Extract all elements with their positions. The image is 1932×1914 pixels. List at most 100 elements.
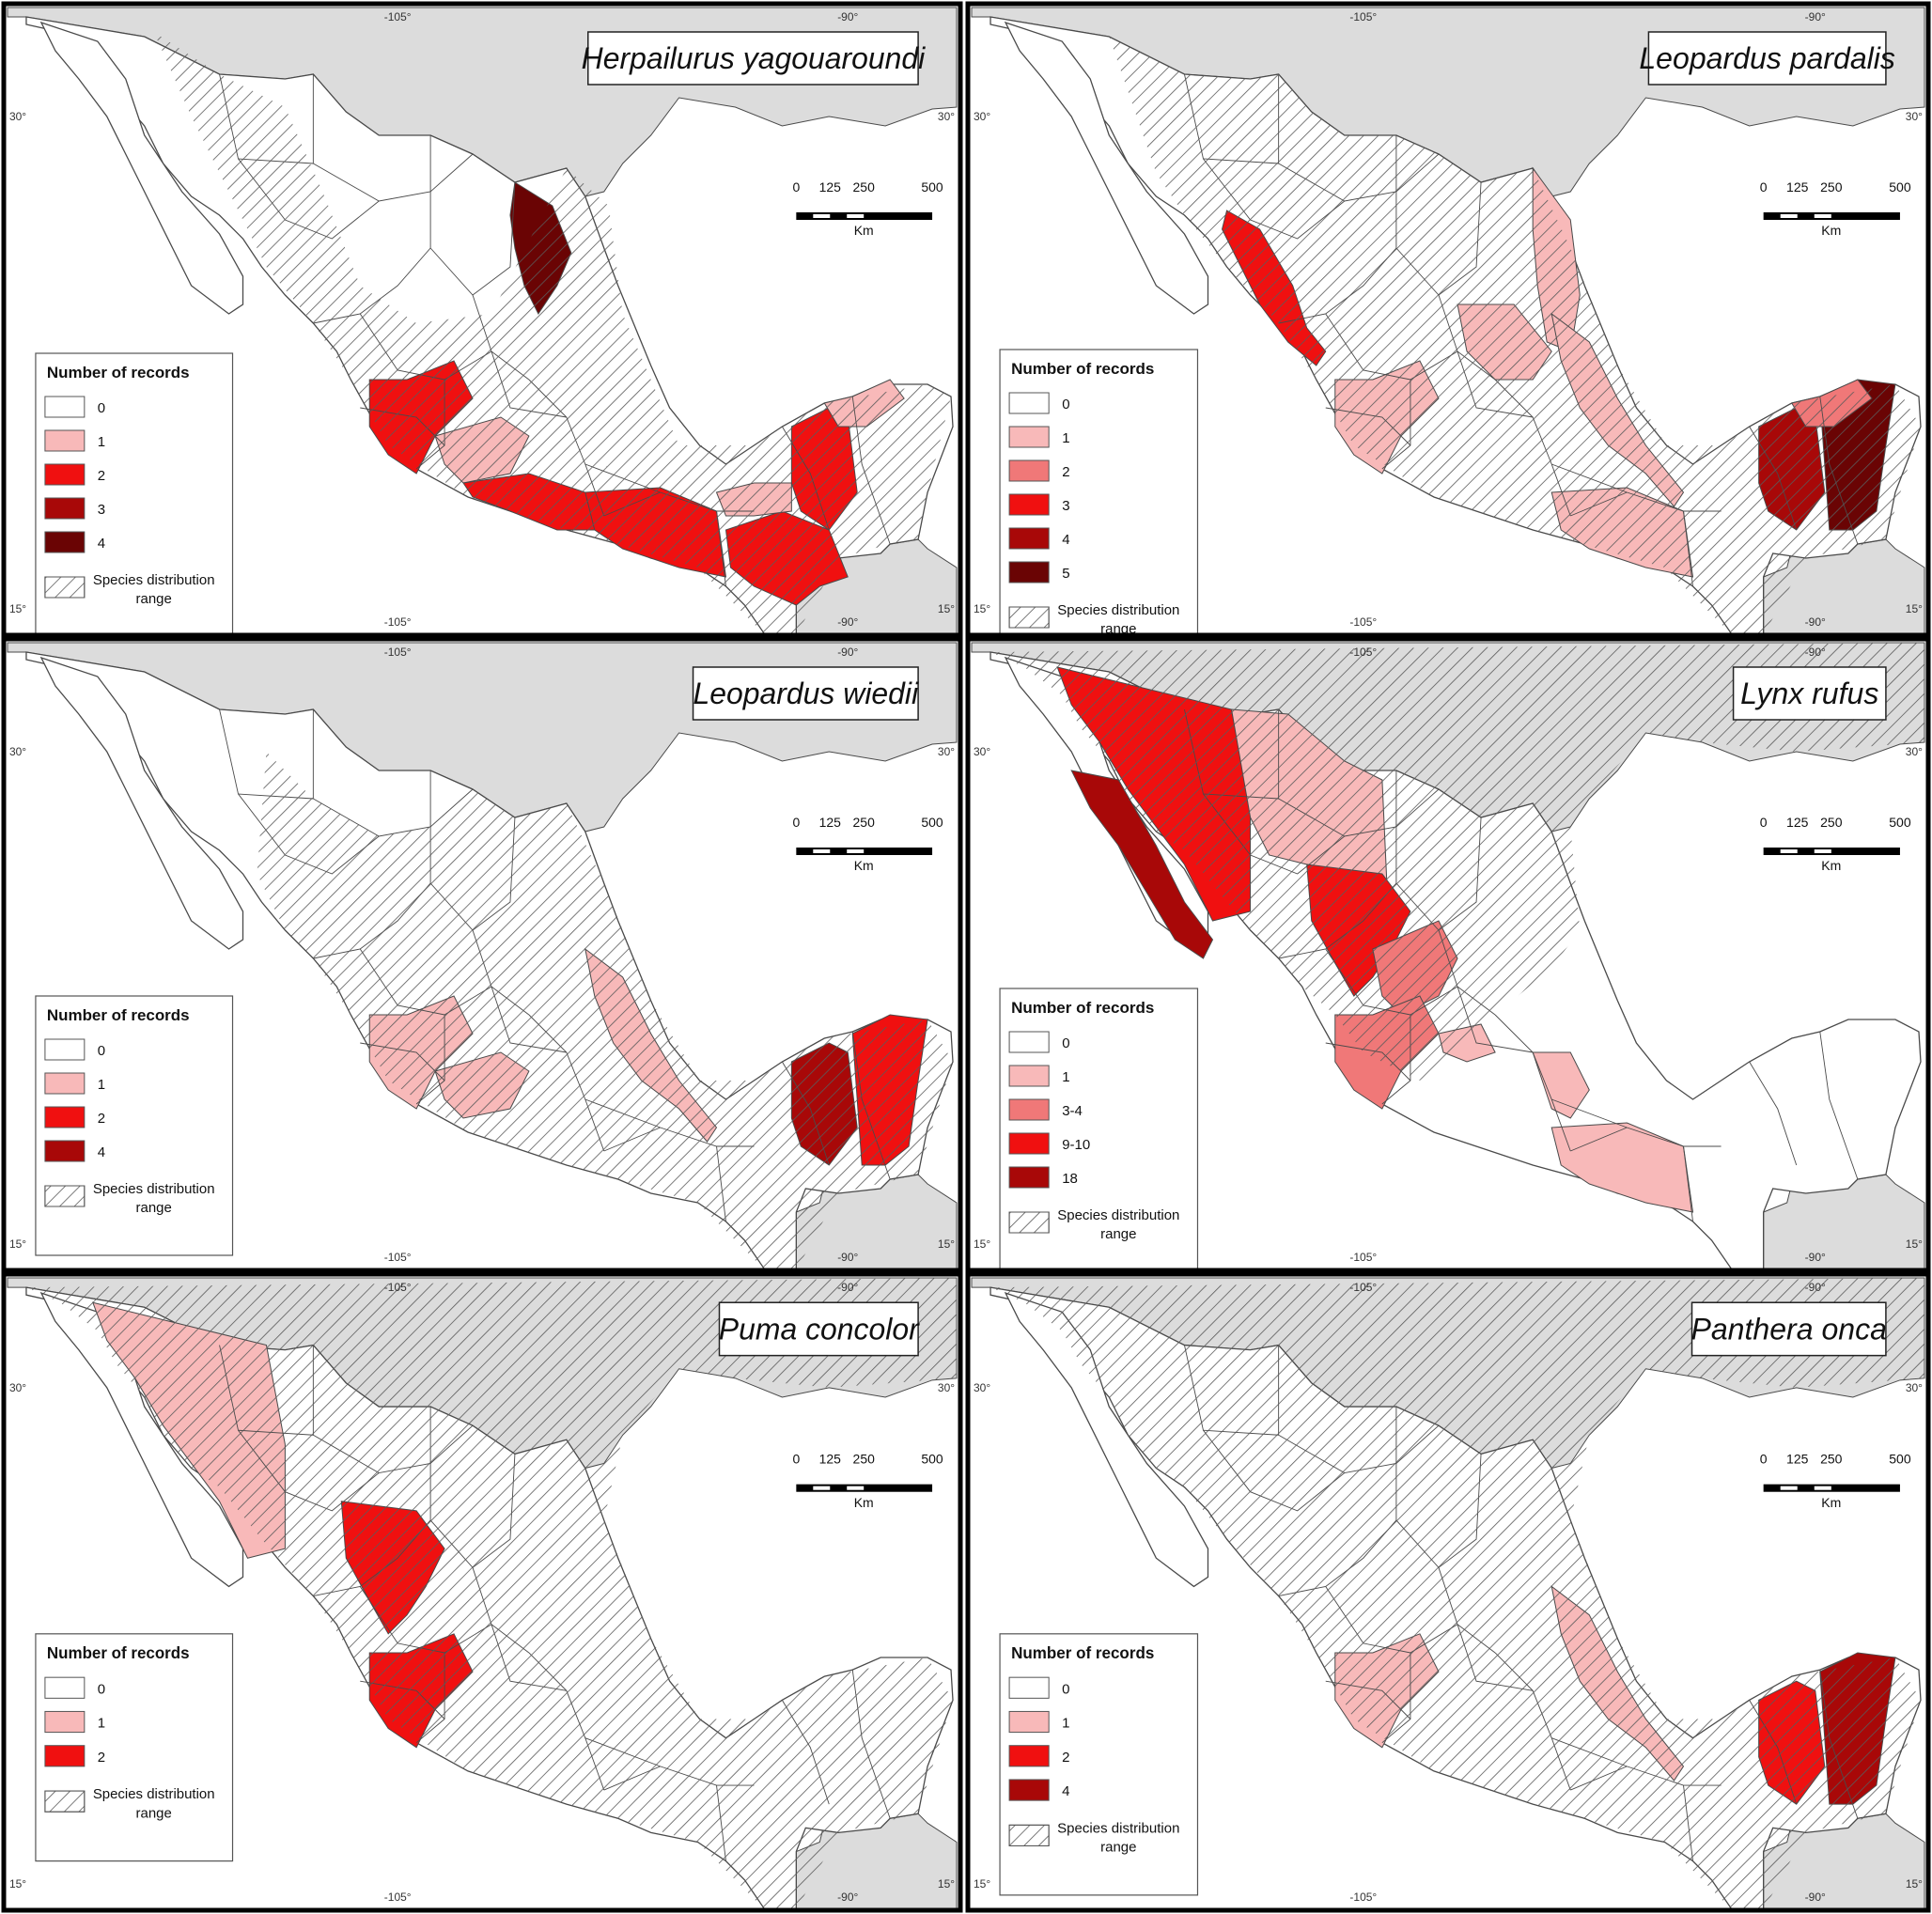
legend-label: 1 xyxy=(98,1716,105,1732)
legend-label: 2 xyxy=(98,1111,105,1127)
legend: Number of records 0 1 2 4 Species distributio… xyxy=(999,1633,1199,1896)
state-border xyxy=(1819,1031,1859,1180)
scale-label: 0 xyxy=(792,815,800,830)
longitude-label: -105° xyxy=(384,1891,412,1904)
legend-label: 18 xyxy=(1062,1171,1078,1187)
longitude-label: -90° xyxy=(1805,1281,1826,1294)
latitude-label: 15° xyxy=(1906,602,1923,615)
legend-swatch xyxy=(1008,1098,1050,1121)
scale-label: 125 xyxy=(1786,815,1809,830)
state-border xyxy=(1683,1145,1693,1222)
species-title: Leopardus pardalis xyxy=(1639,41,1895,75)
legend-label: 2 xyxy=(98,468,105,484)
legend-range-label: Species distribution xyxy=(93,572,215,588)
latitude-label: 30° xyxy=(974,745,990,758)
legend-swatch xyxy=(1008,1710,1050,1734)
legend-swatch xyxy=(1008,1166,1050,1189)
latitude-label: 30° xyxy=(938,110,955,123)
legend-range-label: Species distribution xyxy=(1057,602,1179,618)
latitude-label: 15° xyxy=(938,1877,955,1891)
scale-bar: 0 125 250 500 Km xyxy=(1760,815,1911,873)
legend-label: 0 xyxy=(98,1043,105,1059)
scale-label: 250 xyxy=(1820,1451,1843,1466)
species-title-box xyxy=(1690,1301,1887,1357)
legend-label: 1 xyxy=(1062,430,1069,446)
scale-label: 500 xyxy=(921,815,943,830)
scale-bar: 0 125 250 500 Km xyxy=(1760,179,1911,238)
legend-label: 2 xyxy=(1062,464,1069,480)
state-border xyxy=(1570,1127,1628,1152)
legend-range-swatch xyxy=(1008,1211,1050,1234)
map-panel: -105° -90° -105° -90° 30° 30° 15° 15° Herpailuru… xyxy=(1,1,963,647)
legend-swatch xyxy=(44,463,86,486)
scale-bar: 0 125 250 500 Km xyxy=(792,1451,943,1509)
longitude-label: -90° xyxy=(1805,1251,1826,1264)
map-panel: -105° -90° -105° -90° 30° 30° 15° 15° Panthera o… xyxy=(965,1271,1931,1913)
legend-label: 9-10 xyxy=(1062,1137,1090,1153)
legend-label: 5 xyxy=(1062,566,1069,582)
panel-frame xyxy=(965,1,1931,638)
legend-swatch xyxy=(1008,1132,1050,1155)
longitude-label: -105° xyxy=(1349,1281,1377,1294)
legend: Number of records 0 1 3-4 9-10 18 Species dist… xyxy=(999,988,1199,1283)
species-range-hatch xyxy=(257,752,954,1270)
species-range-hatch xyxy=(990,643,1924,1081)
scale-label: 500 xyxy=(1889,179,1911,195)
legend-label: 4 xyxy=(98,536,105,552)
scale-label: 0 xyxy=(792,1451,800,1466)
latitude-label: 30° xyxy=(9,1381,26,1394)
legend-swatch xyxy=(1008,392,1050,414)
legend-label: 1 xyxy=(98,434,105,450)
longitude-label: -105° xyxy=(384,1281,412,1294)
legend-range-label: Species distribution xyxy=(1057,1207,1179,1223)
scale-label: 125 xyxy=(1786,179,1809,195)
panel-frame xyxy=(1,636,963,1273)
scale-bar: 0 125 250 500 Km xyxy=(792,815,943,873)
legend-label: 2 xyxy=(1062,1750,1069,1766)
map-panel: -105° -90° -105° -90° 30° 30° 15° 15° Leopardus … xyxy=(1,636,963,1273)
species-title: Leopardus wiedii xyxy=(693,677,919,710)
legend-title: Number of records xyxy=(1011,1644,1154,1662)
legend-swatch xyxy=(1008,527,1050,550)
legend: Number of records 0 1 2 4 Species distributio… xyxy=(35,995,234,1256)
species-title: Panthera onca xyxy=(1690,1312,1887,1346)
latitude-label: 30° xyxy=(1906,110,1923,123)
species-title-box xyxy=(1647,31,1887,86)
scale-bar: 0 125 250 500 Km xyxy=(1760,1451,1911,1509)
longitude-label: -90° xyxy=(1805,615,1826,629)
longitude-label: -90° xyxy=(837,1251,858,1264)
panel-frame xyxy=(1,1,963,638)
legend-label: 1 xyxy=(98,1077,105,1093)
legend-swatch xyxy=(1008,1031,1050,1053)
legend-range-label: range xyxy=(136,591,172,607)
latitude-label: 15° xyxy=(9,1237,26,1251)
state-border xyxy=(1749,1061,1798,1166)
species-title: Puma concolor xyxy=(719,1312,920,1346)
legend-swatch xyxy=(1008,561,1050,584)
map-panel: -105° -90° -105° -90° 30° 30° 15° 15° Puma conco… xyxy=(1,1271,963,1913)
scale-label: 500 xyxy=(1889,1451,1911,1466)
scale-label: 0 xyxy=(1760,179,1768,195)
baja-california-landmass xyxy=(39,21,244,315)
map-panel: -105° -90° -105° -90° 30° 30° 15° 15° Leopardus … xyxy=(965,1,1931,677)
longitude-label: -105° xyxy=(1349,10,1377,23)
latitude-label: 30° xyxy=(974,110,990,123)
legend-label: 4 xyxy=(1062,1783,1069,1799)
latitude-label: 15° xyxy=(9,1877,26,1891)
legend-label: 0 xyxy=(1062,397,1069,412)
scale-unit: Km xyxy=(854,1495,874,1510)
region-puebla xyxy=(1532,1051,1590,1119)
legend-label: 1 xyxy=(1062,1716,1069,1732)
legend-swatch xyxy=(1008,1065,1050,1087)
legend-label: 3 xyxy=(98,502,105,518)
longitude-label: -90° xyxy=(837,1281,858,1294)
species-title-box xyxy=(587,31,919,86)
legend-range-swatch xyxy=(44,1185,86,1207)
legend-title: Number of records xyxy=(47,364,190,381)
species-title: Herpailurus yagouaroundi xyxy=(582,41,926,75)
legend-label: 0 xyxy=(1062,1035,1069,1051)
legend-swatch xyxy=(1008,1779,1050,1801)
latitude-label: 30° xyxy=(1906,1381,1923,1394)
longitude-label: -105° xyxy=(1349,646,1377,659)
